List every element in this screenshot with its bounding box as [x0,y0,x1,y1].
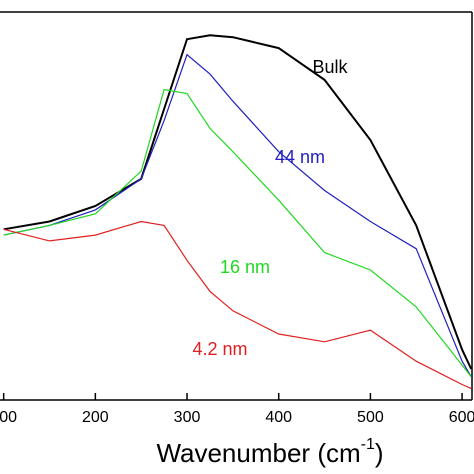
x-tick-label: 200 [82,409,109,426]
x-tick-label: 300 [174,409,201,426]
x-tick-label: 100 [0,409,17,426]
x-axis-label-text: Wavenumber (cm [156,438,360,468]
series-label: 4.2 nm [192,339,247,359]
x-axis-label-end: ) [375,438,384,468]
line [3,220,472,389]
x-tick-label: 600 [449,409,474,426]
series-label: Bulk [312,57,348,77]
line [3,34,472,370]
series-label: 44 nm [275,147,325,167]
line [3,53,472,378]
series-label: 16 nm [220,257,270,277]
x-axis-label-sup: -1 [361,436,375,453]
x-tick-label: 400 [265,409,292,426]
plot-area [3,34,472,389]
x-axis-label: Wavenumber (cm-1) [156,436,383,468]
line [3,88,472,378]
x-tick-label: 500 [357,409,384,426]
